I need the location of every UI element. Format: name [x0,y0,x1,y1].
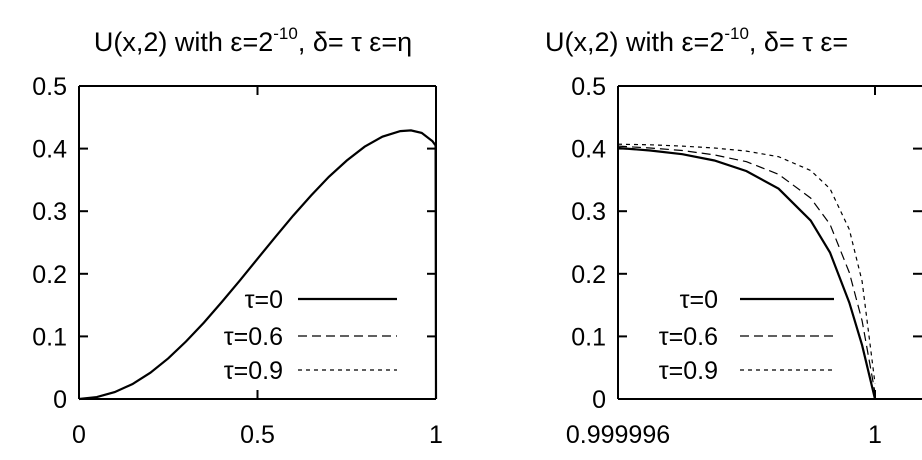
legend-label-2: τ=0.9 [659,357,718,385]
y-tick-label: 0.5 [571,73,606,101]
y-tick-label: 0.3 [571,198,606,226]
series-line-2 [78,129,437,400]
x-tick-label: 0.999996 [566,421,670,449]
y-tick-label: 0 [53,386,67,414]
chart-title-main: U(x,2) with ε=2 [545,27,724,57]
y-tick-label: 0.2 [571,261,606,289]
x-tick-label: 1 [868,421,882,449]
y-tick-label: 0.4 [571,136,606,164]
chart-panel-left: U(x,2) with ε=2-10, δ= τ ε=η 0 0.1 0.2 0.3 0.… [32,24,443,449]
legend-label-1: τ=0.6 [224,323,283,351]
chart-title-superscript: -10 [724,24,749,43]
chart-title: U(x,2) with ε=2-10, δ= τ ε=η [94,24,412,57]
chart-title-rest: , δ= τ ε=η [298,27,412,57]
x-tick-label: 0 [72,421,86,449]
y-tick-label: 0.3 [32,198,67,226]
x-tick-label: 1 [429,421,443,449]
y-tick-label: 0.1 [32,323,67,351]
legend-label-0: τ=0 [245,286,283,314]
y-tick-label: 0.4 [32,136,67,164]
y-tick-label: 0.1 [571,323,606,351]
chart-title-superscript: -10 [273,24,298,43]
chart-panel-right: U(x,2) with ε=2-10, δ= τ ε= 0 0.1 0.2 0.3 0.4… [545,24,922,449]
y-tick-label: 0.5 [32,73,67,101]
chart-title: U(x,2) with ε=2-10, δ= τ ε= [545,24,848,57]
legend-label-1: τ=0.6 [659,323,718,351]
x-tick-label: 0.5 [240,421,275,449]
legend-label-2: τ=0.9 [224,357,283,385]
legend-label-0: τ=0 [680,286,718,314]
chart-title-rest: , δ= τ ε= [749,27,848,57]
chart-title-main: U(x,2) with ε=2 [94,27,273,57]
series-line-2 [617,143,876,384]
y-tick-label: 0.2 [32,261,67,289]
series-line-0 [617,146,877,400]
y-tick-label: 0 [592,386,606,414]
